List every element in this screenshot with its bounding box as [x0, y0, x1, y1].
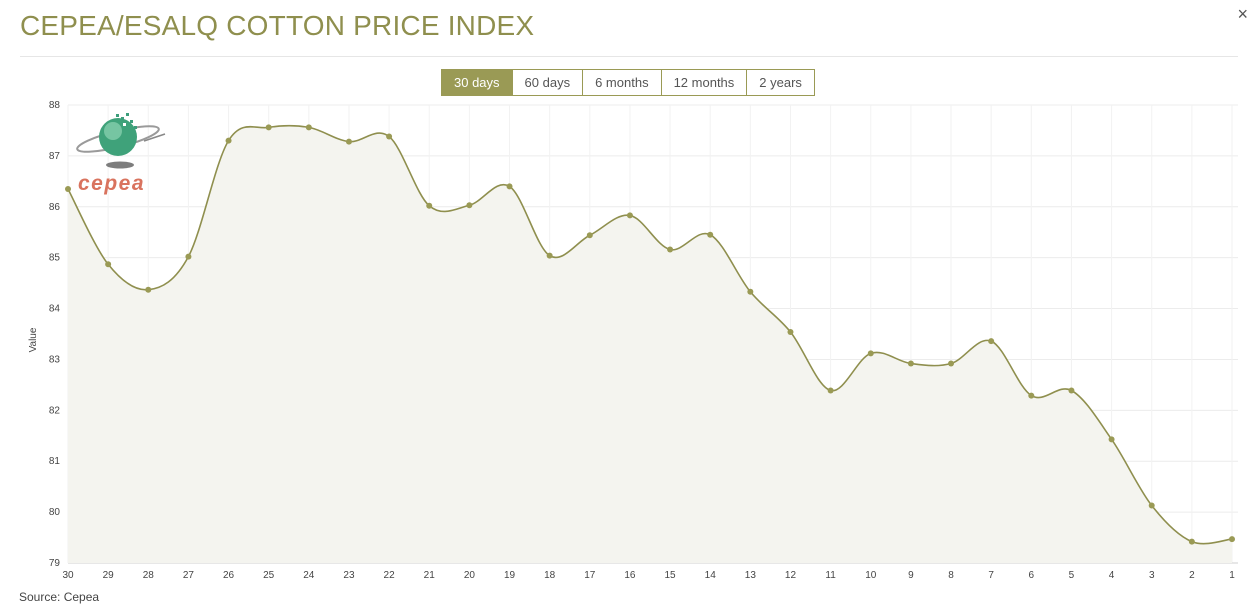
data-point-18 [546, 252, 553, 259]
range-button-2-years[interactable]: 2 years [746, 70, 814, 95]
x-tick-label: 22 [384, 570, 396, 581]
data-point-8 [948, 360, 955, 367]
x-tick-label: 14 [705, 570, 717, 581]
source-note: Source: Cepea [19, 590, 100, 604]
x-tick-label: 17 [584, 570, 596, 581]
data-point-28 [145, 286, 152, 293]
x-tick-label: 20 [464, 570, 476, 581]
y-tick-label: 88 [49, 100, 61, 111]
data-point-7 [988, 338, 995, 345]
data-point-6 [1028, 392, 1035, 399]
x-tick-label: 10 [865, 570, 877, 581]
x-tick-label: 19 [504, 570, 516, 581]
x-tick-label: 30 [62, 570, 74, 581]
x-tick-label: 9 [908, 570, 914, 581]
x-tick-label: 11 [825, 570, 836, 581]
data-point-24 [305, 124, 312, 131]
x-tick-label: 2 [1189, 570, 1195, 581]
data-point-17 [586, 232, 593, 239]
cepea-logo: cepea [76, 113, 166, 195]
x-tick-label: 7 [988, 570, 994, 581]
y-axis-ticks: 79 80 81 82 83 84 85 86 87 88 [49, 100, 61, 569]
y-tick-label: 80 [49, 507, 61, 518]
data-point-23 [345, 138, 352, 145]
data-point-27 [185, 253, 192, 260]
x-axis-ticks: 30 29 28 27 26 25 24 23 22 21 20 19 18 17 16 15 14 13 12 11… [62, 570, 1235, 581]
x-tick-label: 12 [785, 570, 797, 581]
data-point-15 [667, 246, 674, 253]
data-point-2 [1188, 538, 1195, 545]
x-tick-label: 18 [544, 570, 556, 581]
data-point-13 [747, 288, 754, 295]
data-point-30 [65, 185, 71, 192]
data-point-26 [225, 137, 232, 144]
x-tick-label: 25 [263, 570, 275, 581]
x-tick-label: 8 [948, 570, 954, 581]
logo-text: cepea [78, 172, 145, 195]
data-point-25 [265, 124, 272, 131]
x-tick-label: 29 [103, 570, 115, 581]
range-button-30-days[interactable]: 30 days [442, 70, 512, 95]
series-area [68, 125, 1232, 563]
data-point-12 [787, 328, 794, 335]
x-tick-label: 26 [223, 570, 235, 581]
data-point-22 [386, 133, 393, 140]
data-point-9 [907, 360, 914, 367]
data-point-1 [1229, 536, 1235, 543]
x-tick-label: 27 [183, 570, 195, 581]
data-point-16 [626, 212, 633, 219]
range-button-12-months[interactable]: 12 months [660, 70, 747, 95]
data-point-5 [1068, 387, 1075, 394]
y-tick-label: 84 [49, 304, 61, 315]
data-point-3 [1148, 502, 1155, 509]
x-tick-label: 15 [665, 570, 677, 581]
data-point-20 [466, 202, 473, 209]
data-point-29 [105, 261, 112, 268]
y-tick-label: 86 [49, 202, 61, 213]
y-tick-label: 82 [49, 405, 61, 416]
x-tick-label: 4 [1109, 570, 1115, 581]
y-tick-label: 81 [49, 456, 61, 467]
y-tick-label: 85 [49, 253, 61, 264]
x-tick-label: 6 [1029, 570, 1035, 581]
range-button-6-months[interactable]: 6 months [582, 70, 661, 95]
range-selector: 30 days 60 days 6 months 12 months 2 yea… [441, 69, 815, 96]
data-point-14 [707, 231, 714, 238]
x-tick-label: 28 [143, 570, 155, 581]
x-tick-label: 13 [745, 570, 757, 581]
series-points [65, 124, 1235, 545]
x-tick-label: 23 [343, 570, 355, 581]
y-tick-label: 83 [49, 354, 61, 365]
x-tick-label: 21 [424, 570, 436, 581]
data-point-4 [1108, 436, 1115, 443]
page-title: CEPEA/ESALQ COTTON PRICE INDEX [20, 10, 535, 41]
x-tick-label: 1 [1229, 570, 1235, 581]
x-tick-label: 24 [303, 570, 315, 581]
data-point-19 [506, 183, 513, 190]
data-point-11 [827, 387, 834, 394]
x-tick-label: 3 [1149, 570, 1155, 581]
close-icon[interactable]: × [1237, 4, 1248, 24]
range-button-60-days[interactable]: 60 days [511, 70, 583, 95]
x-tick-label: 16 [624, 570, 636, 581]
title-divider [20, 56, 1238, 57]
x-tick-label: 5 [1069, 570, 1075, 581]
data-point-21 [426, 202, 433, 209]
y-axis-label: Value [28, 327, 39, 352]
data-point-10 [867, 350, 874, 357]
y-tick-label: 87 [49, 151, 61, 162]
y-tick-label: 79 [49, 558, 61, 569]
